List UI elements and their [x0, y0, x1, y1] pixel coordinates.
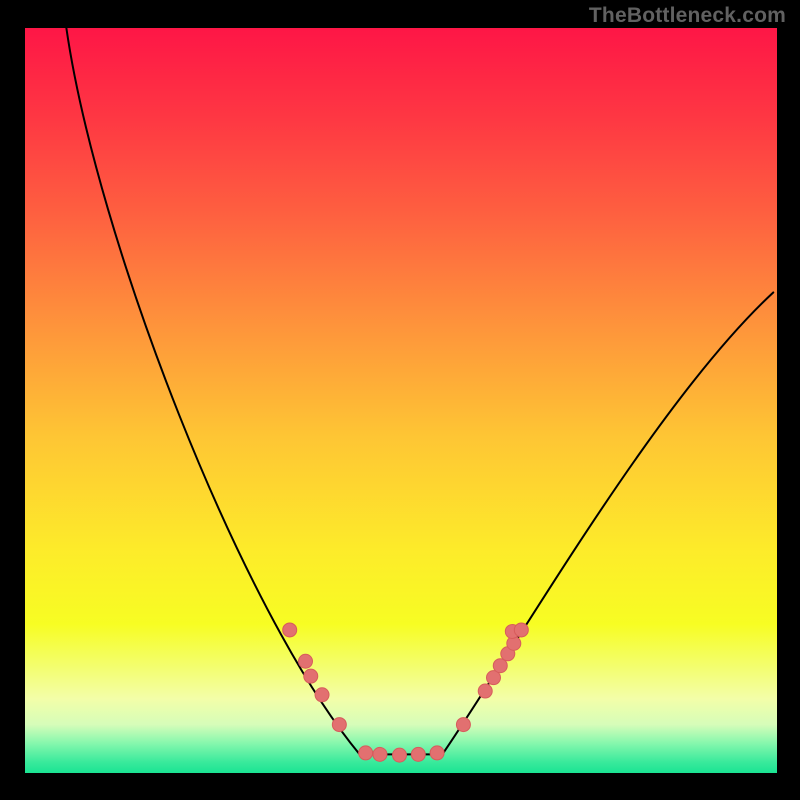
marker-point — [456, 718, 470, 732]
marker-point — [478, 684, 492, 698]
watermark-text: TheBottleneck.com — [589, 4, 786, 28]
plot-background — [25, 28, 777, 773]
marker-point — [392, 748, 406, 762]
marker-point — [359, 746, 373, 760]
chart-root: TheBottleneck.com — [0, 0, 800, 800]
marker-point — [298, 654, 312, 668]
marker-point — [315, 688, 329, 702]
marker-point — [430, 746, 444, 760]
marker-point — [332, 718, 346, 732]
marker-point — [411, 747, 425, 761]
marker-point — [514, 623, 528, 637]
marker-point — [304, 669, 318, 683]
bottleneck-chart — [0, 0, 800, 800]
marker-point — [283, 623, 297, 637]
marker-point — [373, 747, 387, 761]
